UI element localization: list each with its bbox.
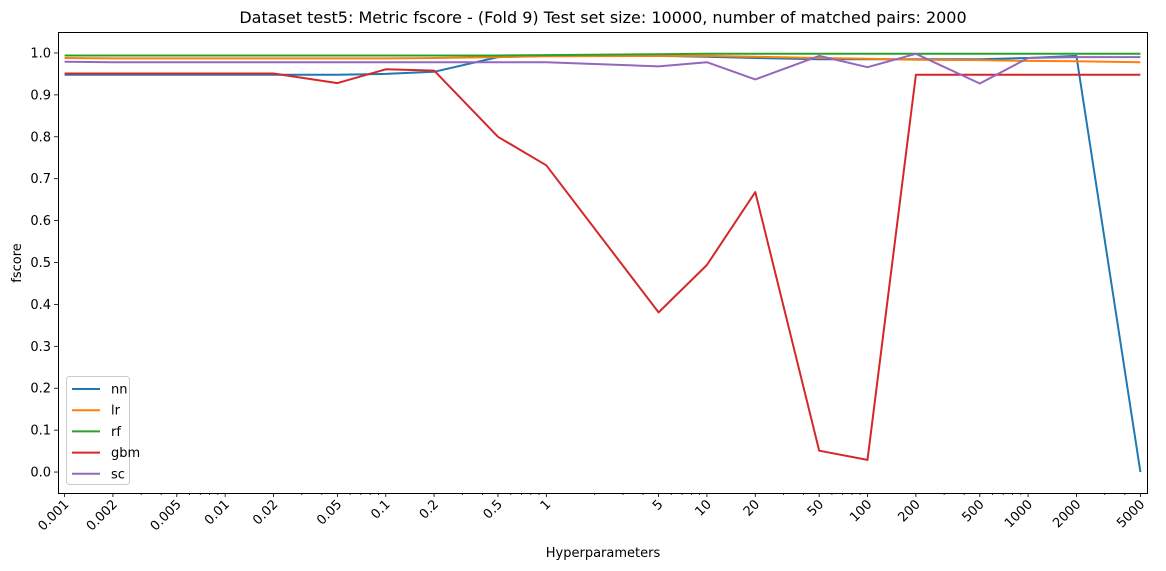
x-tick-label: 50 [805, 497, 827, 519]
x-tick-label: 1 [538, 497, 554, 513]
y-tick-label: 0.2 [30, 382, 51, 397]
legend-label-sc: sc [111, 467, 125, 482]
x-tick-label: 0.005 [148, 497, 185, 534]
plot-area [58, 32, 1148, 494]
x-tick-label: 0.1 [368, 497, 393, 522]
x-tick-label: 0.2 [417, 497, 442, 522]
x-tick-label: 2000 [1050, 497, 1084, 531]
chart-title: Dataset test5: Metric fscore - (Fold 9) … [239, 8, 966, 27]
x-tick-label: 0.001 [35, 497, 72, 534]
x-tick-label: 200 [896, 497, 924, 525]
y-tick-label: 0.7 [30, 172, 51, 187]
x-tick-label: 0.02 [250, 497, 281, 528]
legend-label-lr: lr [111, 404, 121, 419]
series-line-nn [64, 54, 1142, 473]
x-tick-label: 20 [741, 497, 763, 519]
x-axis: 0.001 0.002 0.005 0.01 0.02 0.05 0.1 0.2 0.5 1 5 10… [35, 493, 1148, 534]
series-line-lr [64, 54, 1141, 64]
legend-label-nn: nn [111, 383, 127, 398]
x-tick-label: 0.002 [84, 497, 121, 534]
legend-label-gbm: gbm [111, 446, 140, 461]
y-axis-label: fscore [10, 243, 25, 283]
x-tick-label: 500 [959, 497, 987, 525]
legend: nn lr rf gbm sc [66, 376, 140, 485]
x-tick-label: 0.05 [314, 497, 345, 528]
y-tick-label: 0.6 [30, 214, 51, 229]
x-axis-label: Hyperparameters [546, 546, 661, 561]
x-tick-label: 5000 [1114, 497, 1148, 531]
y-tick-label: 0.3 [30, 340, 51, 355]
y-tick-label: 0.4 [30, 298, 51, 313]
legend-label-rf: rf [111, 425, 121, 440]
series-group [64, 52, 1142, 473]
y-tick-label: 0.8 [30, 130, 51, 145]
x-tick-label: 5 [650, 497, 666, 513]
x-tick-label: 100 [847, 497, 875, 525]
series-line-gbm [64, 68, 1141, 461]
y-tick-label: 0.5 [30, 256, 51, 271]
y-tick-label: 0.0 [30, 466, 51, 481]
y-tick-label: 1.0 [30, 46, 51, 61]
x-tick-label: 0.5 [481, 497, 506, 522]
y-axis: 0.0 0.1 0.2 0.3 0.4 0.5 0.6 0.7 0.8 0.9 1.0 [30, 46, 58, 481]
plot-frame [58, 32, 1148, 494]
x-tick-label: 1000 [1002, 497, 1036, 531]
series-line-rf [64, 52, 1141, 57]
y-tick-label: 0.9 [30, 88, 51, 103]
y-tick-label: 0.1 [30, 424, 51, 439]
x-tick-label: 10 [692, 497, 714, 519]
x-axis-minor-ticks [112, 493, 1141, 495]
x-tick-label: 0.01 [202, 497, 233, 528]
series-line-sc [64, 52, 1141, 85]
